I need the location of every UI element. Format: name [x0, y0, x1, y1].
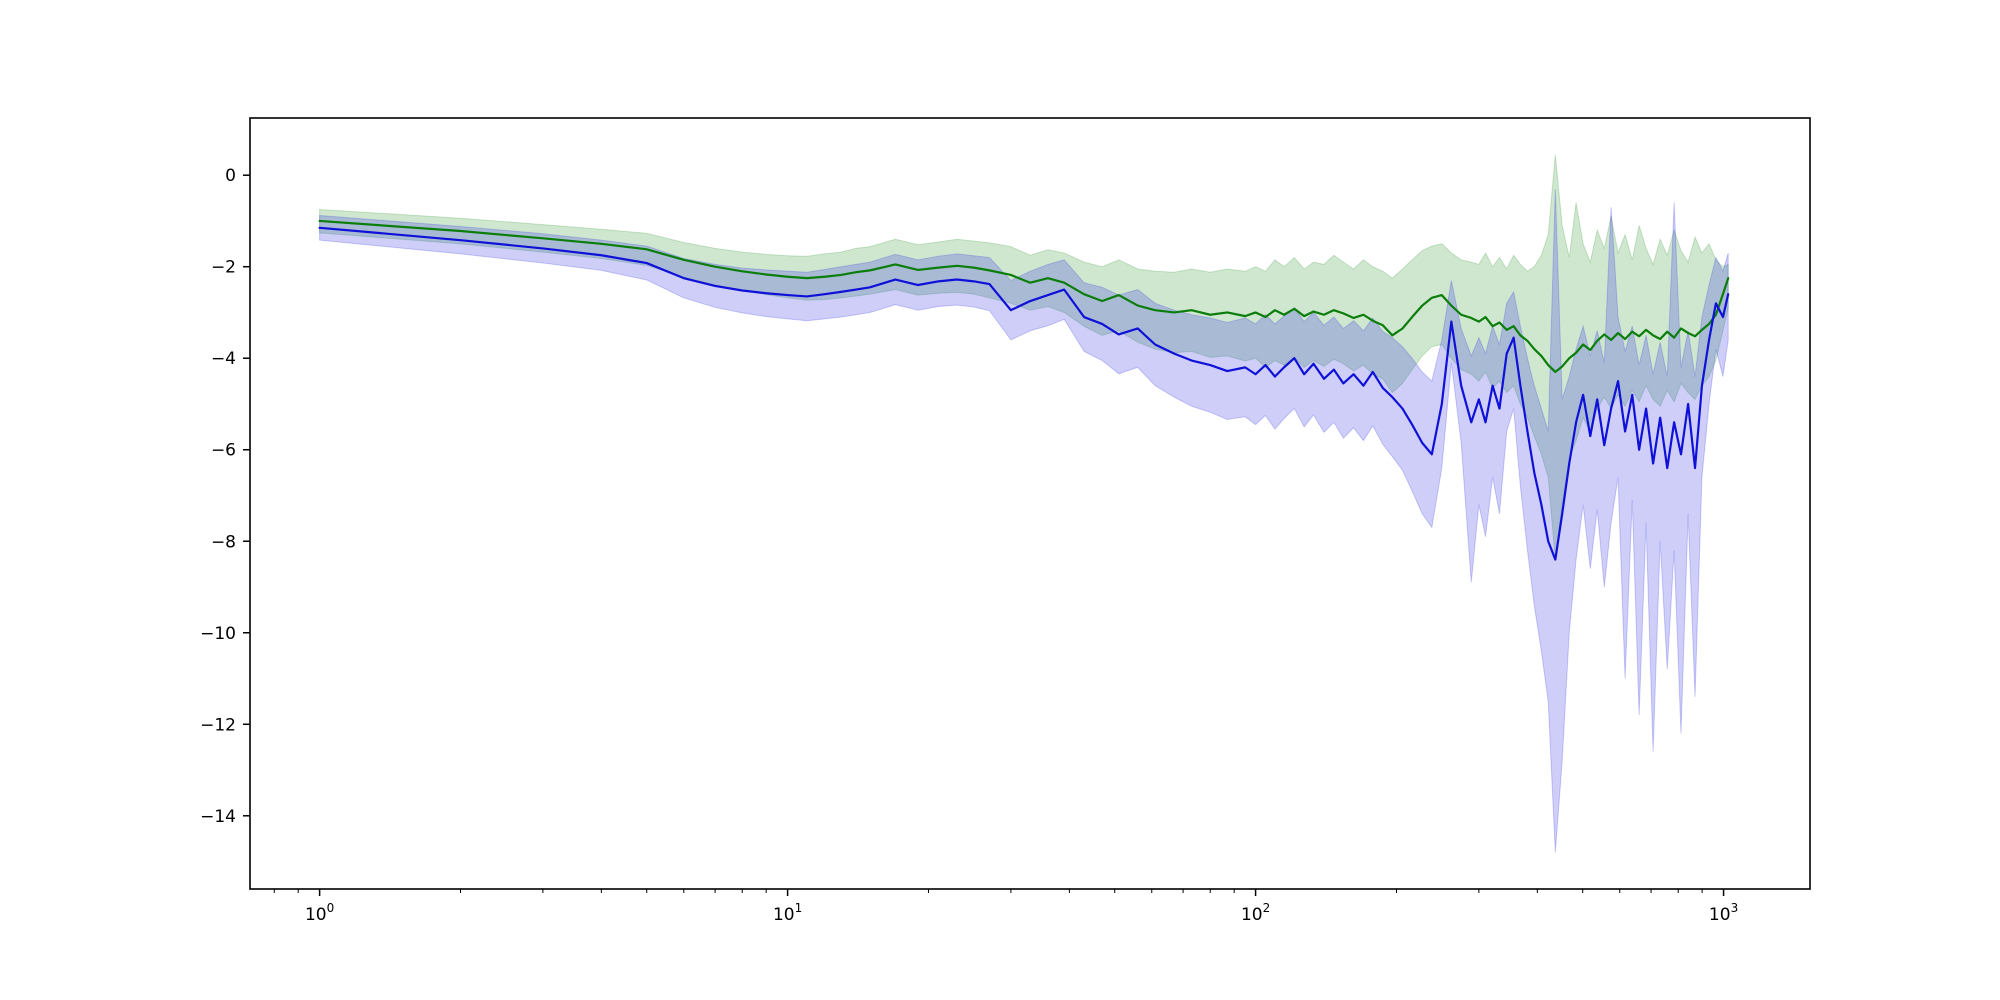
- plot-area: [318, 154, 1730, 853]
- axes-spines: [249, 117, 1811, 890]
- x-tick-label: 103: [1709, 901, 1738, 925]
- blue-series-band: [319, 188, 1729, 853]
- x-tick-label: 102: [1241, 901, 1270, 925]
- x-axis: 100 101 102 103: [305, 889, 1738, 925]
- x-axis-minor-ticks: [273, 889, 1703, 893]
- y-tick-label: −14: [200, 807, 236, 827]
- y-tick-label: 0: [225, 166, 236, 186]
- x-tick-label: 100: [305, 901, 334, 925]
- y-tick-label: −8: [211, 532, 236, 552]
- y-tick-label: −12: [200, 715, 236, 735]
- green-series-line: [318, 219, 1730, 374]
- blue-series-line: [318, 226, 1730, 561]
- y-tick-label: −6: [211, 441, 236, 461]
- y-axis: 0 −2 −4 −6 −8 −10 −12 −14: [200, 166, 250, 827]
- y-tick-label: −2: [211, 258, 236, 278]
- y-tick-label: −10: [200, 624, 236, 644]
- y-tick-label: −4: [211, 349, 236, 369]
- axes: 100 101 102 103 0 −2 −4 −6 −8 −10 −12 −14: [200, 117, 1811, 925]
- x-tick-label: 101: [773, 901, 802, 925]
